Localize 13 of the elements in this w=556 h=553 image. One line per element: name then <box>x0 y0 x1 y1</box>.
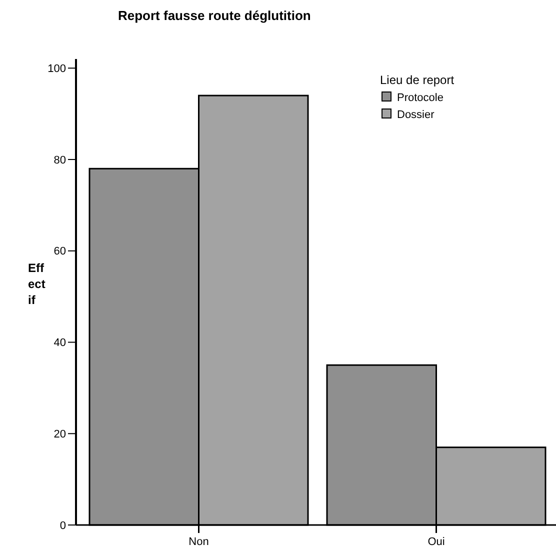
y-tick-label: 0 <box>60 520 66 532</box>
y-tick-label: 40 <box>54 337 66 350</box>
legend-label: Dossier <box>397 109 435 121</box>
legend-label: Protocole <box>397 92 444 104</box>
y-tick-label: 20 <box>54 428 66 440</box>
x-tick-label: Non <box>188 536 209 548</box>
y-tick-label: 100 <box>48 62 66 75</box>
y-axis-title: Effectif <box>28 261 46 307</box>
y-tick-label: 60 <box>54 246 66 258</box>
y-tick-label: 80 <box>54 154 66 166</box>
x-tick-label: Oui <box>428 536 445 548</box>
legend-title: Lieu de report <box>380 73 455 87</box>
chart-title: Report fausse route déglutition <box>118 8 311 23</box>
